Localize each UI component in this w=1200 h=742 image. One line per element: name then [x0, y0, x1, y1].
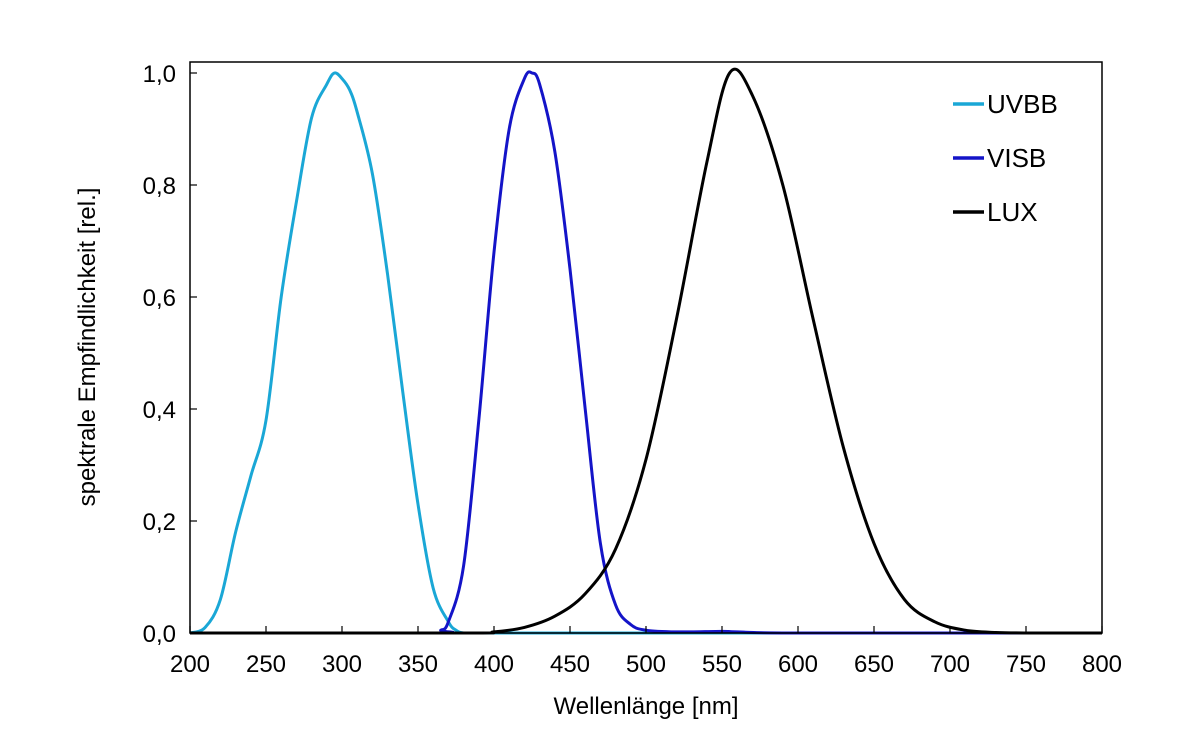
x-tick-label: 600: [778, 651, 818, 678]
y-tick-label: 0,4: [143, 397, 176, 424]
x-tick-label: 550: [702, 651, 742, 678]
x-tick-label: 700: [930, 651, 970, 678]
x-tick-label: 750: [1006, 651, 1046, 678]
legend-label-visb: VISB: [987, 143, 1046, 173]
y-axis: 0,0 0,2 0,4 0,6 0,8 1,0: [143, 61, 197, 648]
y-tick-label: 0,2: [143, 509, 176, 536]
x-axis-title: Wellenlänge [nm]: [554, 693, 739, 720]
series-layer: [189, 67, 1102, 635]
x-tick-label: 800: [1082, 651, 1122, 678]
plot-frame: [189, 61, 1103, 634]
y-tick-label: 0,8: [143, 173, 176, 200]
y-tick-label: 0,0: [143, 621, 176, 648]
y-axis-title: spektrale Empfindlichkeit [rel.]: [74, 188, 101, 507]
y-tick-label: 0,6: [143, 285, 176, 312]
y-tick-label: 1,0: [143, 61, 176, 88]
legend-label-lux: LUX: [987, 197, 1038, 227]
x-tick-label: 400: [474, 651, 514, 678]
legend: UVBB VISB LUX: [953, 89, 1058, 227]
x-tick-label: 200: [170, 651, 210, 678]
series-line-visb: [190, 70, 1102, 635]
series-line-lux: [190, 67, 1102, 635]
x-tick-label: 300: [322, 651, 362, 678]
x-tick-label: 650: [854, 651, 894, 678]
x-tick-label: 500: [626, 651, 666, 678]
x-tick-label: 350: [398, 651, 438, 678]
legend-label-uvbb: UVBB: [987, 89, 1058, 119]
x-tick-label: 450: [550, 651, 590, 678]
x-tick-label: 250: [246, 651, 286, 678]
x-axis: 200 250 300 350 400 450 500 550 600 650 700 750 800: [170, 626, 1122, 678]
